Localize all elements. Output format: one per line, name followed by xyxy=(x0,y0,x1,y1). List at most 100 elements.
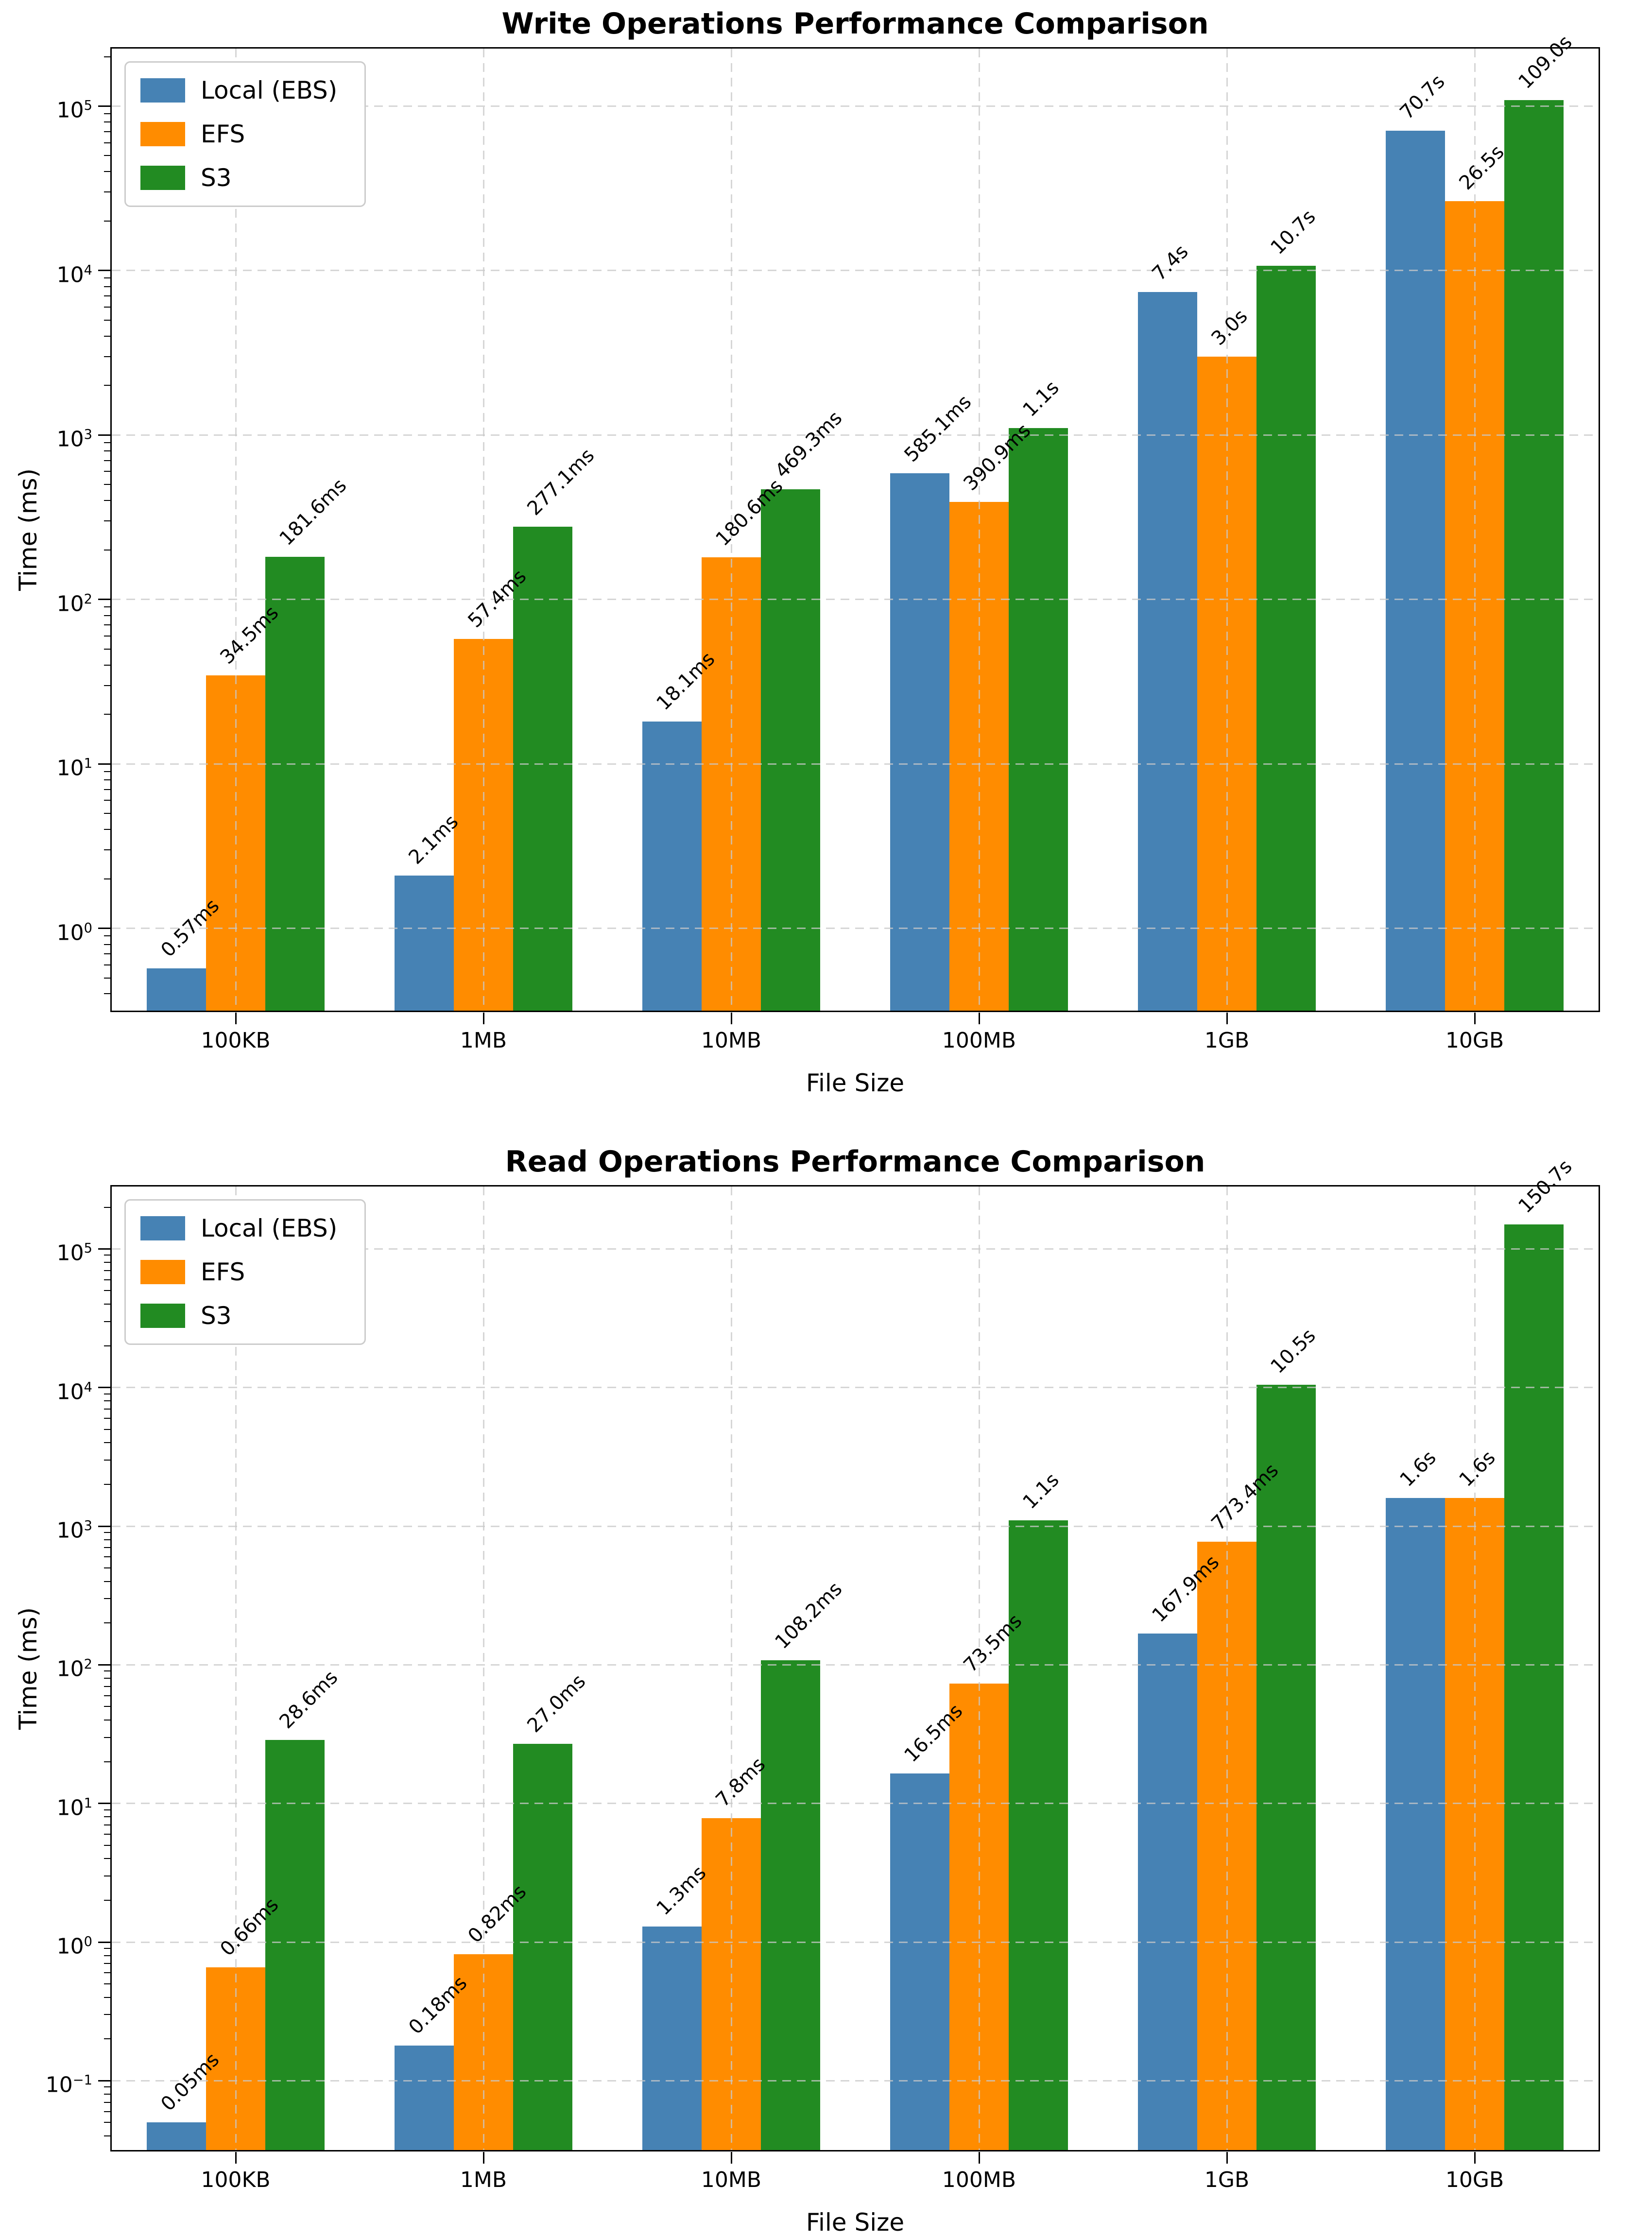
y-minor-tick xyxy=(104,1459,110,1461)
y-minor-tick xyxy=(104,1824,110,1825)
x-axis-label: File Size xyxy=(806,1069,905,1097)
y-minor-tick xyxy=(104,828,110,830)
bar-value-label: 28.6ms xyxy=(275,1666,343,1734)
y-minor-tick xyxy=(104,977,110,979)
y-major-tick xyxy=(98,105,110,107)
legend: Local (EBS) EFS S3 xyxy=(124,1199,366,1345)
y-major-tick xyxy=(98,270,110,272)
y-minor-tick xyxy=(104,685,110,686)
bar-value-label: 70.7s xyxy=(1395,70,1449,124)
y-minor-tick xyxy=(104,964,110,965)
y-major-tick xyxy=(98,1525,110,1527)
y-minor-tick xyxy=(104,1900,110,1901)
y-major-tick xyxy=(98,763,110,765)
x-gridline xyxy=(235,49,237,1011)
legend-item: S3 xyxy=(140,165,337,191)
bar-value-label: 1.1s xyxy=(1018,1468,1064,1514)
legend-swatch xyxy=(140,1216,185,1240)
chart-title: Read Operations Performance Comparison xyxy=(505,1145,1205,1179)
legend-swatch xyxy=(140,1304,185,1328)
y-major-tick xyxy=(98,1664,110,1666)
y-minor-tick xyxy=(104,648,110,650)
y-minor-tick xyxy=(104,1539,110,1540)
y-minor-tick xyxy=(104,800,110,801)
bar xyxy=(890,473,949,1011)
y-minor-tick xyxy=(104,635,110,637)
read-operations-chart: Read Operations Performance Comparison T… xyxy=(0,1118,1652,2237)
y-minor-tick xyxy=(104,1418,110,1419)
x-gridline xyxy=(235,1187,237,2150)
y-minor-tick xyxy=(104,121,110,123)
y-tick-label: 103 xyxy=(56,427,92,452)
x-major-tick xyxy=(1226,1013,1228,1024)
y-major-tick xyxy=(98,599,110,601)
y-major-tick xyxy=(98,1803,110,1805)
legend-swatch xyxy=(140,1260,185,1284)
y-minor-tick xyxy=(104,1581,110,1582)
legend-label: S3 xyxy=(201,1302,232,1330)
y-minor-tick xyxy=(104,1816,110,1818)
y-minor-tick xyxy=(104,1303,110,1305)
y-minor-tick xyxy=(104,1547,110,1549)
y-minor-tick xyxy=(104,520,110,522)
y-tick-label: 100 xyxy=(56,920,92,946)
x-gridline xyxy=(1226,1187,1228,2150)
x-gridline xyxy=(730,49,732,1011)
x-gridline xyxy=(1474,49,1476,1011)
x-gridline xyxy=(1474,1187,1476,2150)
y-minor-tick xyxy=(104,484,110,485)
y-minor-tick xyxy=(104,1719,110,1721)
x-gridline xyxy=(978,1187,980,2150)
bar xyxy=(1504,100,1564,1011)
y-minor-tick xyxy=(104,442,110,443)
y-major-tick xyxy=(98,1248,110,1250)
y-minor-tick xyxy=(104,1442,110,1444)
bar-value-label: 26.5s xyxy=(1455,140,1509,194)
x-tick-label: 1GB xyxy=(1204,2168,1250,2192)
y-minor-tick xyxy=(104,1809,110,1810)
y-gridline xyxy=(112,1941,1599,1943)
y-minor-tick xyxy=(104,1484,110,1485)
y-gridline xyxy=(112,763,1599,765)
y-tick-label: 104 xyxy=(56,1379,92,1405)
y-minor-tick xyxy=(104,1833,110,1835)
x-tick-label: 10MB xyxy=(701,2168,762,2192)
y-minor-tick xyxy=(104,277,110,279)
x-tick-label: 1MB xyxy=(460,1028,507,1053)
y-minor-tick xyxy=(104,606,110,608)
y-minor-tick xyxy=(104,714,110,715)
legend-item: EFS xyxy=(140,121,337,147)
y-minor-tick xyxy=(104,1428,110,1430)
y-minor-tick xyxy=(104,615,110,616)
y-major-tick xyxy=(98,1941,110,1943)
y-minor-tick xyxy=(104,1737,110,1738)
legend-item: EFS xyxy=(140,1259,337,1285)
x-gridline xyxy=(482,1187,484,2150)
bar-value-label: 277.1ms xyxy=(523,444,599,520)
y-minor-tick xyxy=(104,319,110,321)
bar xyxy=(1138,292,1197,1011)
y-minor-tick xyxy=(104,2093,110,2095)
y-tick-label: 102 xyxy=(56,1657,92,1682)
y-gridline xyxy=(112,434,1599,436)
legend-swatch xyxy=(140,122,185,146)
y-minor-tick xyxy=(104,1279,110,1280)
bar xyxy=(1386,131,1445,1011)
y-minor-tick xyxy=(104,385,110,386)
y-minor-tick xyxy=(104,813,110,814)
x-major-tick xyxy=(1226,2152,1228,2164)
x-tick-label: 10GB xyxy=(1445,2168,1504,2192)
y-major-tick xyxy=(98,1387,110,1389)
y-minor-tick xyxy=(104,944,110,945)
y-minor-tick xyxy=(104,849,110,851)
y-minor-tick xyxy=(104,171,110,172)
x-tick-label: 1MB xyxy=(460,2168,507,2192)
y-minor-tick xyxy=(104,549,110,551)
y-minor-tick xyxy=(104,1670,110,1672)
y-minor-tick xyxy=(104,1686,110,1687)
x-tick-label: 100KB xyxy=(201,2168,271,2192)
bar-value-label: 585.1ms xyxy=(900,391,976,467)
y-gridline xyxy=(112,1664,1599,1666)
y-minor-tick xyxy=(104,356,110,357)
